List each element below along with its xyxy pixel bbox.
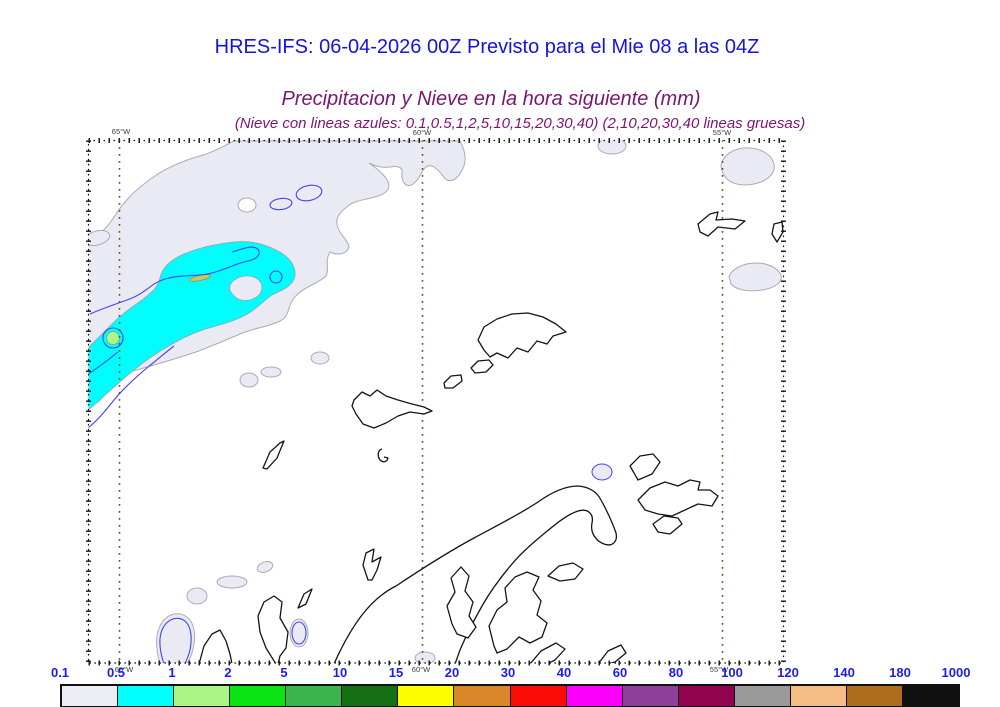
precip-area-heavier-sliver	[188, 274, 212, 282]
precip-area-light	[591, 463, 613, 481]
coastline-island	[547, 562, 584, 582]
coastline-island	[529, 642, 566, 663]
meridian-label-bottom-55w: 55°W	[709, 665, 729, 674]
colorbar-label: 140	[833, 665, 855, 680]
coastline-island	[297, 588, 313, 609]
colorbar-label: 20	[444, 665, 460, 680]
precip-area-moderate	[88, 241, 296, 411]
coastline-island	[446, 566, 477, 639]
snow-contour	[89, 246, 260, 315]
page-title: HRES-IFS: 06-04-2026 00Z Previsto para e…	[214, 36, 760, 58]
precip-area-light	[216, 575, 248, 589]
colorbar-label: 10	[332, 665, 348, 680]
coastline-island	[771, 221, 784, 243]
snow-contour	[269, 270, 283, 284]
colorbar-label: 5	[280, 665, 288, 680]
coastline	[257, 595, 289, 663]
meridian-label-top-55w: 55°W	[712, 128, 732, 137]
colorbar-cell	[174, 686, 231, 706]
colorbar-cell	[566, 686, 623, 706]
coastline-island	[629, 453, 661, 481]
colorbar-cell	[118, 686, 175, 706]
coastline-island	[443, 374, 463, 389]
colorbar-labels: 0.1 0.5 1 2 5 10 15 20 30 40 60 80 100 120 140 180 1000	[0, 665, 1000, 681]
coastline	[198, 629, 233, 663]
colorbar-label: 30	[500, 665, 516, 680]
meridian-label-top-60w: 60°W	[412, 128, 432, 137]
coastline-peninsula	[333, 485, 618, 663]
snow-contour	[88, 345, 175, 429]
legend-note: (Nieve con lineas azules: 0.1,0.5,1,2,5,…	[234, 115, 806, 132]
colorbar-cell	[790, 686, 847, 706]
coastline-islet	[377, 448, 389, 463]
colorbar-label: 80	[668, 665, 684, 680]
precip-area-light	[310, 351, 330, 365]
snow-contour	[291, 621, 307, 645]
map-frame	[86, 138, 786, 666]
coastline-island	[351, 389, 433, 429]
snow-contour	[269, 197, 293, 211]
colorbar-cell	[454, 686, 511, 706]
snow-contour	[295, 184, 323, 202]
coastline-island	[470, 359, 494, 374]
coastlines-group	[198, 211, 784, 663]
snow-contour	[102, 327, 124, 349]
precip-area-light	[597, 140, 627, 155]
precip-area-light	[156, 613, 196, 663]
colorbar-cell	[846, 686, 903, 706]
colorbar-cell	[734, 686, 791, 706]
precip-area-light	[720, 147, 775, 186]
colorbar	[60, 684, 960, 707]
precip-area-light	[239, 372, 259, 388]
coastline-island	[488, 571, 548, 654]
precip-area-light-group	[88, 140, 782, 663]
colorbar-cell	[398, 686, 455, 706]
coastline-island	[362, 548, 382, 581]
colorbar-cell	[286, 686, 343, 706]
colorbar-label: 60	[612, 665, 628, 680]
colorbar-label: 15	[388, 665, 404, 680]
precip-area-light	[186, 587, 208, 605]
colorbar-label: 40	[556, 665, 572, 680]
colorbar-label: 2	[224, 665, 232, 680]
precip-area-light	[260, 366, 282, 378]
colorbar-label: 0.1	[50, 665, 70, 680]
coastline-island	[597, 644, 627, 663]
colorbar-cell	[230, 686, 287, 706]
colorbar-label: 1000	[941, 665, 971, 680]
snow-contour	[88, 351, 119, 375]
colorbar-label: 0.5	[106, 665, 126, 680]
colorbar-cell	[342, 686, 399, 706]
meridian-label-bottom-60w: 60°W	[411, 665, 431, 674]
colorbar-cell	[62, 686, 119, 706]
colorbar-cell	[622, 686, 679, 706]
coastline-island	[652, 515, 683, 535]
colorbar-label: 180	[889, 665, 911, 680]
snow-contours-group	[88, 184, 323, 663]
colorbar-label: 1	[168, 665, 176, 680]
snow-contour	[159, 617, 192, 663]
precip-area-heavier	[106, 331, 120, 345]
coastline-island	[637, 479, 719, 517]
precip-area-light	[256, 561, 274, 573]
colorbar-cell	[510, 686, 567, 706]
colorbar-label: 100	[721, 665, 743, 680]
colorbar-label: 120	[777, 665, 799, 680]
meridian-label-bottom-65w: 65°W	[114, 665, 134, 674]
colorbar-cell	[678, 686, 735, 706]
subtitle: Precipitacion y Nieve en la hora siguien…	[281, 88, 701, 110]
meridian-label-top-65w: 65°W	[111, 127, 131, 136]
precip-hole	[237, 197, 257, 213]
precip-area-light	[414, 651, 436, 663]
coastline-island	[262, 440, 285, 470]
coastline-island	[477, 312, 567, 359]
coastline-island	[697, 211, 746, 237]
precip-area-light	[289, 618, 309, 648]
precip-area-light	[728, 262, 782, 292]
colorbar-cell	[902, 686, 958, 706]
